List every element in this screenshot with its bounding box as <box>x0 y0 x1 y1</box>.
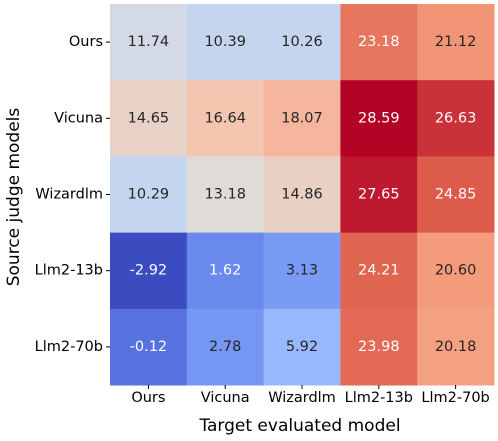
x-tick-label: Llm2-13b <box>345 390 413 406</box>
cell-value-label: 11.74 <box>128 34 170 50</box>
heatmap-cell <box>417 156 495 234</box>
heatmap-cell <box>263 232 341 310</box>
heatmap-cell <box>263 308 341 386</box>
heatmap-cell <box>417 232 495 310</box>
y-tick-label: Ours <box>69 34 103 50</box>
cell-value-label: 10.39 <box>204 34 246 50</box>
cell-value-label: -2.92 <box>130 263 168 279</box>
cell-value-label: 18.07 <box>281 110 323 126</box>
cell-value-label: 26.63 <box>435 110 477 126</box>
heatmap-cell <box>110 4 188 81</box>
cell-value-label: 24.21 <box>358 263 400 279</box>
heatmap-cell <box>340 4 418 81</box>
cell-value-label: 3.13 <box>286 263 318 279</box>
heatmap-cell <box>417 4 495 81</box>
cell-value-label: 20.60 <box>435 263 477 279</box>
heatmap-cell <box>186 232 265 310</box>
heatmap-cell <box>417 80 495 157</box>
cell-value-label: 23.98 <box>358 339 400 355</box>
heatmap-cell <box>340 80 418 157</box>
cell-value-label: 27.65 <box>358 187 400 203</box>
x-tick-label: Wizardlm <box>268 390 336 406</box>
cell-value-label: 13.18 <box>204 187 246 203</box>
cell-value-label: 24.85 <box>435 187 477 203</box>
cell-value-label: 10.26 <box>281 34 323 50</box>
heatmap-cell <box>263 80 341 157</box>
y-tick-label: Llm2-70b <box>35 339 103 355</box>
x-tick-label: Llm2-70b <box>421 390 489 406</box>
heatmap-cells: 11.74 10.39 10.26 23.18 21.12 14.65 16.64 18.07… <box>110 4 495 386</box>
x-tick-label: Ours <box>131 390 165 406</box>
heatmap-cell <box>186 156 265 234</box>
y-tick-label: Vicuna <box>54 110 103 126</box>
heatmap-cell <box>186 308 265 386</box>
heatmap-cell <box>340 308 418 386</box>
heatmap-cell <box>186 4 265 81</box>
heatmap-cell <box>110 308 188 386</box>
y-tick-label: Wizardlm <box>35 187 103 203</box>
x-axis-label: Target evaluated model <box>198 416 400 436</box>
cell-value-label: 20.18 <box>435 339 477 355</box>
y-axis-label: Source judge models <box>4 108 24 287</box>
cell-value-label: 21.12 <box>435 34 477 50</box>
x-axis-ticks: Ours Vicuna Wizardlm Llm2-13b Llm2-70b <box>131 385 490 406</box>
cell-value-label: 1.62 <box>209 263 241 279</box>
cell-value-label: 5.92 <box>286 339 318 355</box>
cell-value-label: 23.18 <box>358 34 400 50</box>
heatmap-cell <box>417 308 495 386</box>
heatmap-cell <box>110 232 188 310</box>
heatmap-cell <box>186 80 265 157</box>
cell-value-label: 16.64 <box>204 110 246 126</box>
heatmap-cell <box>110 156 188 234</box>
cell-value-label: 14.86 <box>281 187 323 203</box>
heatmap-cell <box>110 80 188 157</box>
cell-value-label: 2.78 <box>209 339 241 355</box>
heatmap-cell <box>263 156 341 234</box>
cell-value-label: 28.59 <box>358 110 400 126</box>
y-axis-ticks: Ours Vicuna Wizardlm Llm2-13b Llm2-70b <box>35 34 110 355</box>
x-tick-label: Vicuna <box>201 390 250 406</box>
cell-value-label: 14.65 <box>128 110 170 126</box>
heatmap-cell <box>340 156 418 234</box>
heatmap-cell <box>263 4 341 81</box>
cell-value-label: -0.12 <box>130 339 168 355</box>
y-tick-label: Llm2-13b <box>35 263 103 279</box>
cell-value-label: 10.29 <box>128 187 170 203</box>
heatmap-cell <box>340 232 418 310</box>
